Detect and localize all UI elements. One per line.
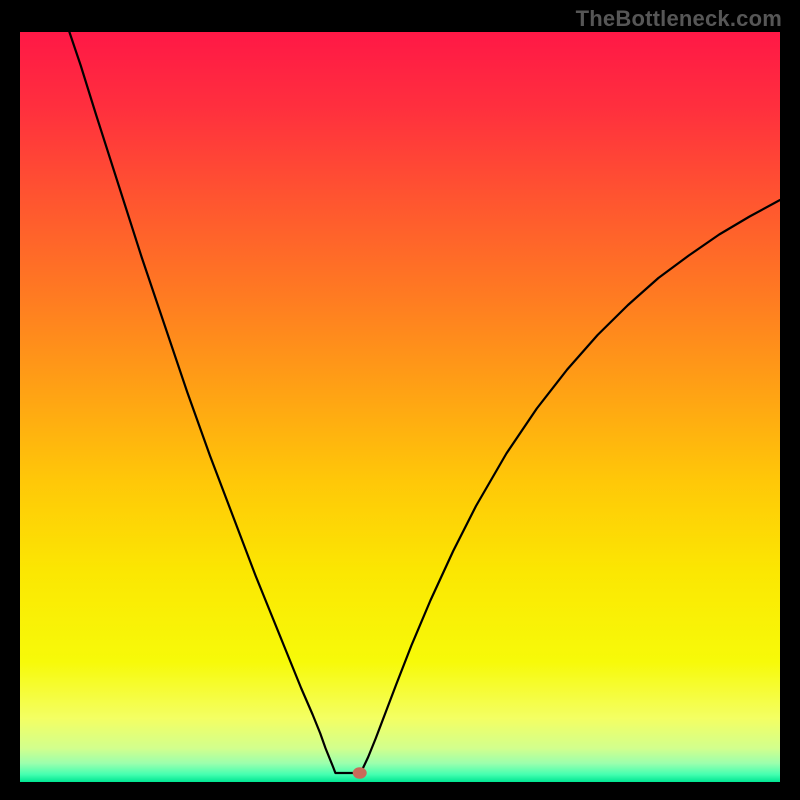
chart-background <box>20 32 780 782</box>
bottleneck-chart <box>20 32 780 782</box>
optimal-point-marker <box>353 768 366 778</box>
chart-svg <box>20 32 780 782</box>
watermark-text: TheBottleneck.com <box>576 6 782 32</box>
